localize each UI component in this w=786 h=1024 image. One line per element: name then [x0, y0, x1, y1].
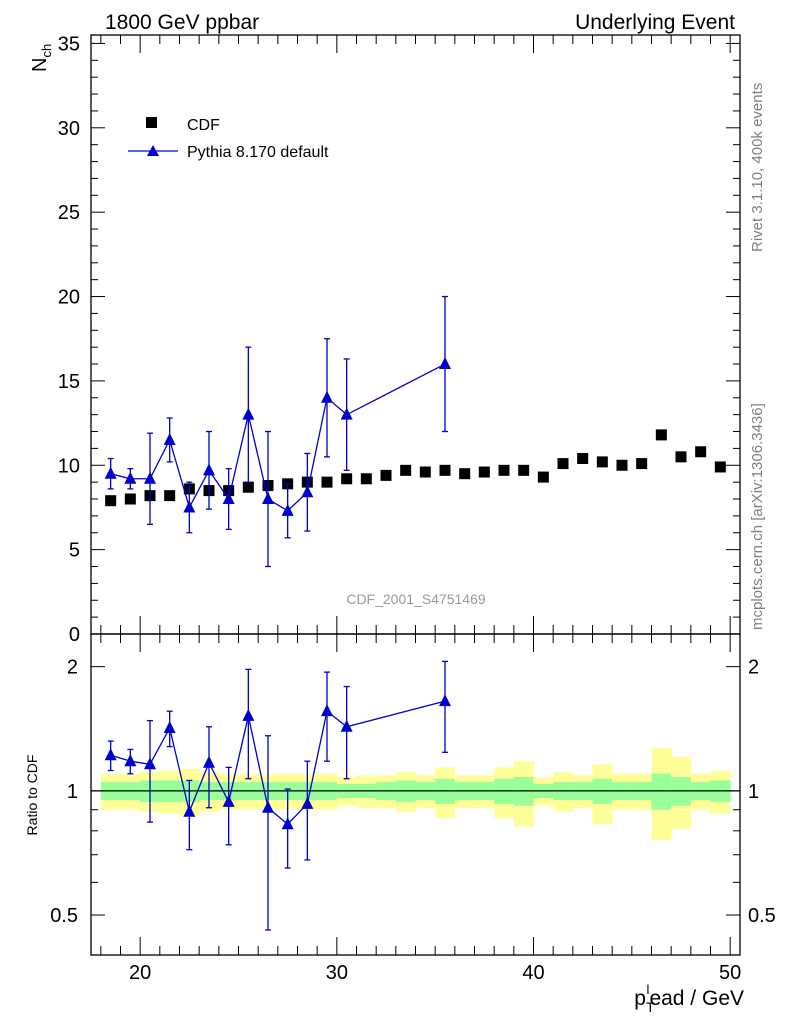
cdf-point: [577, 453, 589, 465]
pythia-point: [262, 492, 274, 505]
y-tick-label: 20: [58, 287, 80, 309]
cdf-point: [419, 466, 431, 478]
ratio-point: [144, 757, 156, 770]
pythia-point: [321, 390, 333, 403]
y-tick-label: 35: [58, 33, 80, 55]
ratio-point: [242, 708, 255, 721]
header-right: Underlying Event: [575, 11, 735, 34]
main-watermark: CDF_2001_S4751469: [346, 591, 486, 607]
x-axis-label: pTlead / GeV: [634, 982, 744, 1015]
ratio-y-tick-label-right: 1: [748, 781, 759, 803]
pythia-point: [124, 471, 137, 484]
main-panel: 0 5 10 15 20 25 30 35 CDF_2001_S4751469 CDF Pyt…: [29, 33, 741, 646]
cdf-point: [164, 490, 176, 502]
side-label-mcplots: mcplots.cern.ch [arXiv:1306.3436]: [749, 403, 766, 630]
legend-cdf-label: CDF: [187, 117, 220, 134]
cdf-point: [616, 459, 628, 471]
cdf-point: [596, 456, 608, 468]
x-tick-label: 20: [129, 962, 151, 984]
ratio-series-line: [110, 700, 446, 826]
uncertainty-band-inner: [651, 773, 672, 810]
cdf-point: [636, 458, 648, 470]
cdf-point: [321, 476, 333, 488]
pythia-point: [439, 357, 451, 370]
cdf-point: [518, 464, 530, 476]
legend-mc-marker: [147, 145, 159, 156]
ratio-point: [340, 719, 353, 732]
ratio-point: [321, 704, 333, 717]
pythia-series-line: [110, 363, 446, 512]
cdf-point: [695, 446, 707, 458]
pythia-point: [203, 463, 215, 476]
side-label-rivet: Rivet 3.1.10, 400k events: [749, 83, 766, 252]
ratio-frame: [90, 633, 741, 956]
y-tick-label: 25: [58, 202, 80, 224]
cdf-point: [478, 466, 490, 478]
pythia-point: [163, 432, 176, 445]
ratio-point: [203, 755, 215, 768]
x-tick-label: 50: [719, 962, 741, 984]
ratio-point: [301, 796, 314, 809]
cdf-point: [537, 471, 549, 483]
ratio-point: [163, 721, 176, 734]
pythia-point: [340, 407, 353, 420]
ratio-point: [104, 748, 117, 761]
pythia-point: [301, 485, 314, 498]
pythia-point: [183, 500, 196, 513]
ratio-point: [183, 804, 196, 817]
pythia-point: [104, 466, 117, 479]
cdf-point: [400, 464, 412, 476]
ratio-point: [124, 754, 137, 767]
pythia-point: [222, 492, 235, 505]
cdf-point: [675, 451, 687, 463]
cdf-point: [124, 493, 136, 505]
legend: CDF Pythia 8.170 default: [128, 117, 329, 161]
cdf-point: [459, 468, 471, 480]
ratio-point: [262, 800, 274, 813]
y-tick-label: 0: [69, 624, 80, 646]
legend-cdf-marker: [146, 117, 157, 128]
x-tick-label: 30: [326, 962, 348, 984]
cdf-point: [655, 429, 667, 441]
ratio-y-tick-label-right: 0.5: [748, 905, 776, 927]
ratio-y-tick-label-left: 0.5: [50, 905, 78, 927]
cdf-point: [498, 464, 510, 476]
cdf-point: [714, 461, 726, 473]
pythia-point: [281, 503, 294, 516]
main-ylabel: Nch: [29, 44, 54, 72]
legend-mc-label: Pythia 8.170 default: [187, 144, 329, 161]
ratio-point: [439, 694, 451, 707]
x-tick-label: 40: [522, 962, 544, 984]
y-tick-label: 15: [58, 371, 80, 393]
cdf-point: [242, 481, 254, 493]
ratio-point: [281, 817, 294, 830]
cdf-point: [557, 458, 569, 470]
ratio-y-tick-label-left: 2: [67, 657, 78, 679]
cdf-point: [360, 473, 372, 485]
ratio-panel: 0.5 0.5 1 1 2 2 20 30 40 50 Ratio to CDF pTlead /…: [24, 633, 776, 1015]
cdf-point: [341, 473, 353, 485]
ratio-point: [222, 794, 235, 807]
ratio-y-tick-label-right: 2: [748, 657, 759, 679]
ratio-ylabel: Ratio to CDF: [24, 755, 40, 836]
cdf-point: [439, 464, 451, 476]
y-tick-label: 5: [69, 540, 80, 562]
cdf-point: [380, 469, 392, 481]
pythia-point: [144, 471, 156, 484]
y-tick-label: 10: [58, 455, 80, 477]
header-left: 1800 GeV ppbar: [105, 11, 259, 34]
y-tick-label: 30: [58, 118, 80, 140]
ratio-y-tick-label-left: 1: [67, 781, 78, 803]
pythia-point: [242, 407, 255, 420]
cdf-point: [105, 495, 117, 507]
